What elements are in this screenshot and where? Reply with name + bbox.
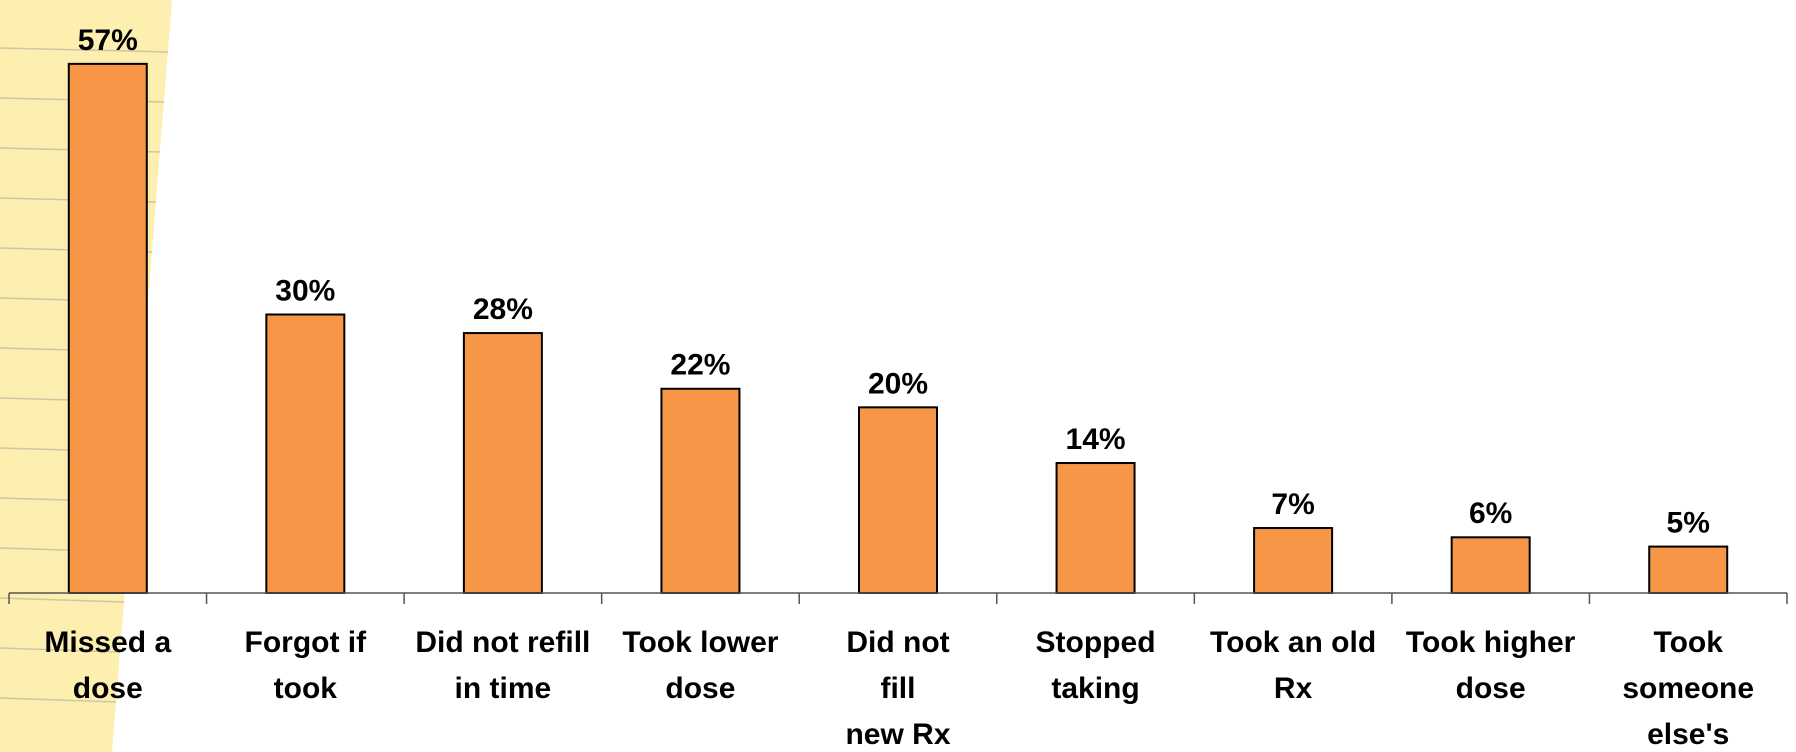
- value-label: 22%: [670, 349, 730, 382]
- value-label: 20%: [868, 367, 928, 400]
- bar: [1450, 536, 1531, 594]
- x-tick-label: Took lower dose: [622, 626, 779, 705]
- bar: [67, 62, 148, 595]
- bar: [1055, 462, 1136, 594]
- bar: [1648, 545, 1729, 594]
- x-tick-label: Did not fill new Rx: [845, 626, 951, 751]
- value-label: 6%: [1469, 497, 1512, 530]
- x-tick-label: Took someone else's: [1622, 626, 1755, 751]
- x-tick-label: Stopped taking: [1035, 626, 1156, 705]
- value-label: 30%: [275, 274, 335, 307]
- value-label: 5%: [1667, 507, 1710, 540]
- bar: [462, 332, 543, 594]
- bar: [1253, 527, 1334, 594]
- bar: [265, 313, 346, 594]
- bar: [660, 387, 741, 594]
- x-tick-label: Forgot if took: [244, 626, 367, 705]
- value-label: 14%: [1066, 423, 1126, 456]
- x-tick-label: Missed a dose: [44, 626, 172, 705]
- x-tick-label: Took an old Rx: [1210, 626, 1377, 705]
- value-label: 7%: [1271, 488, 1314, 521]
- value-label: 28%: [473, 293, 533, 326]
- value-label: 57%: [78, 24, 138, 57]
- x-tick-label: Took higher dose: [1405, 626, 1576, 705]
- bar: [858, 406, 938, 595]
- x-tick-label: Did not refill in time: [415, 626, 591, 705]
